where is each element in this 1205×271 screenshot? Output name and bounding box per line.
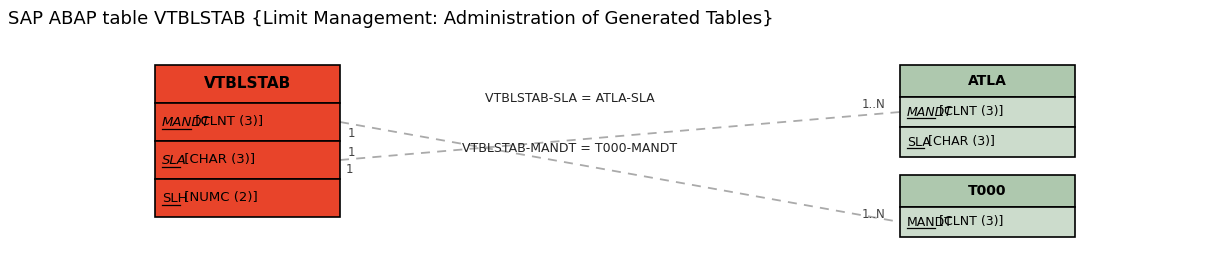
Text: VTBLSTAB-MANDT = T000-MANDT: VTBLSTAB-MANDT = T000-MANDT <box>463 142 677 155</box>
Text: [NUMC (2)]: [NUMC (2)] <box>180 192 258 205</box>
Text: MANDT: MANDT <box>907 215 953 228</box>
Text: 1..N: 1..N <box>862 208 886 221</box>
Text: SAP ABAP table VTBLSTAB {Limit Management: Administration of Generated Tables}: SAP ABAP table VTBLSTAB {Limit Managemen… <box>8 10 774 28</box>
Text: 1: 1 <box>348 127 355 140</box>
Bar <box>155 141 340 179</box>
Bar <box>900 207 1075 237</box>
Text: [CHAR (3)]: [CHAR (3)] <box>924 136 994 149</box>
Text: [CLNT (3)]: [CLNT (3)] <box>935 215 1004 228</box>
Text: SLH: SLH <box>161 192 188 205</box>
Text: [CLNT (3)]: [CLNT (3)] <box>935 105 1004 118</box>
Text: VTBLSTAB: VTBLSTAB <box>204 76 292 92</box>
Text: 1: 1 <box>346 163 353 176</box>
Text: [CLNT (3)]: [CLNT (3)] <box>192 115 264 128</box>
Bar <box>900 127 1075 157</box>
Bar <box>155 103 340 141</box>
Text: VTBLSTAB-SLA = ATLA-SLA: VTBLSTAB-SLA = ATLA-SLA <box>486 92 654 105</box>
Bar <box>900 97 1075 127</box>
Bar <box>155 65 340 103</box>
Text: 1..N: 1..N <box>862 98 886 111</box>
Bar <box>900 175 1075 207</box>
Bar <box>900 65 1075 97</box>
Bar <box>155 179 340 217</box>
Text: 1: 1 <box>348 146 355 159</box>
Text: T000: T000 <box>969 184 1006 198</box>
Text: SLA: SLA <box>907 136 930 149</box>
Text: SLA: SLA <box>161 153 187 166</box>
Text: ATLA: ATLA <box>968 74 1007 88</box>
Text: MANDT: MANDT <box>161 115 211 128</box>
Text: [CHAR (3)]: [CHAR (3)] <box>180 153 254 166</box>
Text: MANDT: MANDT <box>907 105 953 118</box>
